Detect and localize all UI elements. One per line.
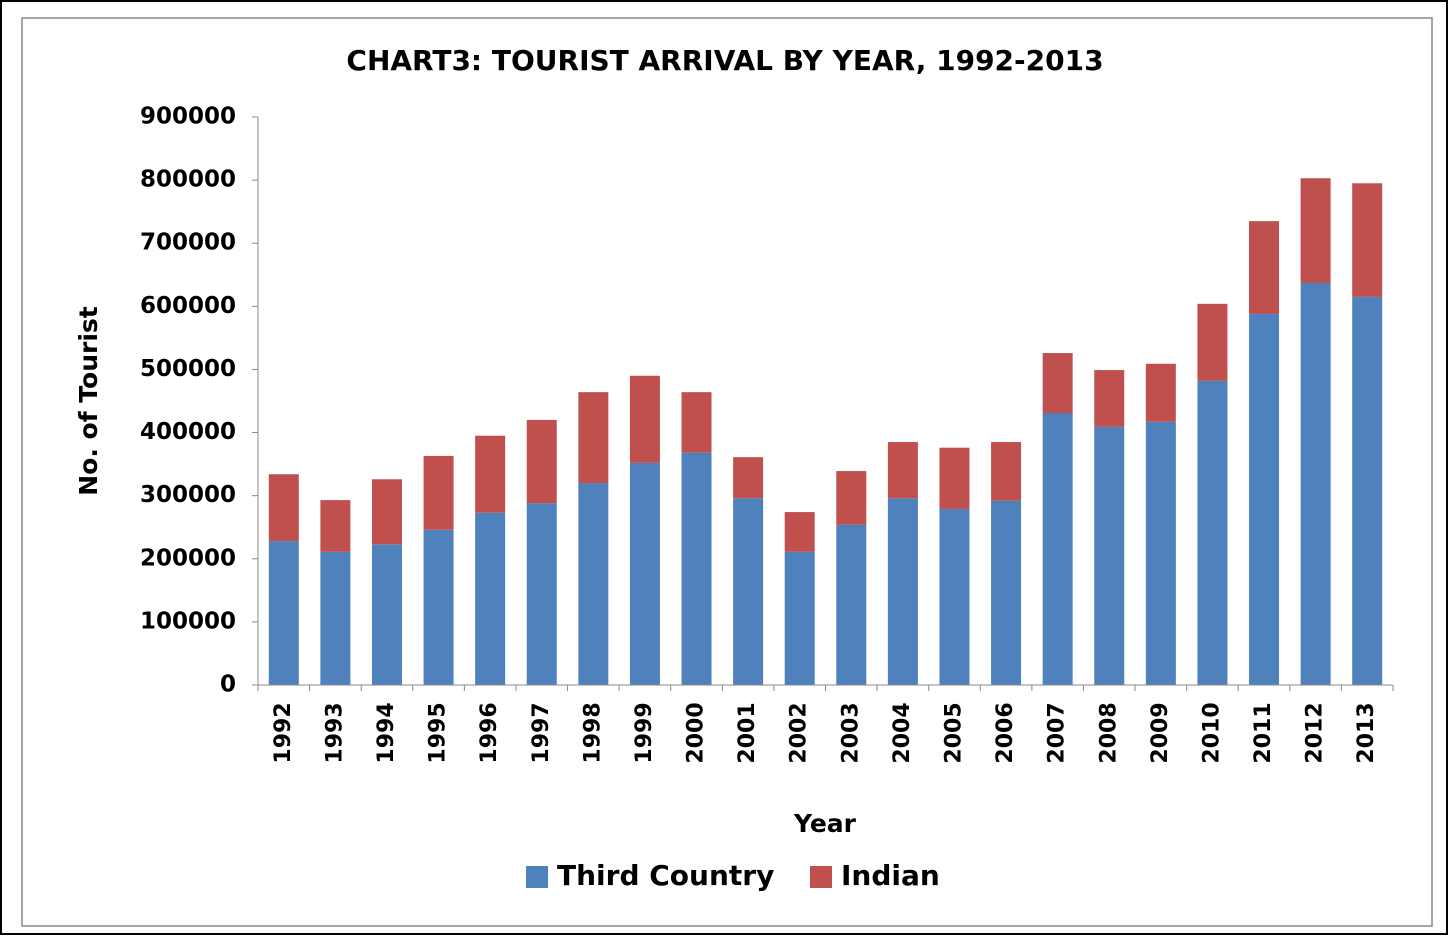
bar-segment xyxy=(733,457,764,499)
x-tick-label: 2002 xyxy=(787,702,812,763)
bar-segment xyxy=(1042,353,1073,413)
bar-segment xyxy=(939,508,970,685)
bar-segment xyxy=(887,498,918,685)
bar-segment xyxy=(1197,380,1228,685)
bar-segment xyxy=(681,392,712,453)
bar-segment xyxy=(1145,421,1176,685)
bar-segment xyxy=(371,479,402,545)
x-tick-label: 2006 xyxy=(993,702,1018,763)
y-tick-label: 600000 xyxy=(140,293,236,319)
bar-segment xyxy=(1145,363,1176,422)
chart-border xyxy=(21,17,1433,927)
bar-segment xyxy=(836,524,867,685)
x-tick-label: 2009 xyxy=(1148,702,1173,763)
legend: Third Country Indian xyxy=(526,859,940,892)
bar-segment xyxy=(629,462,660,685)
chart-title: CHART3: TOURIST ARRIVAL BY YEAR, 1992-20… xyxy=(346,44,1103,77)
bar-segment xyxy=(991,442,1022,501)
bar-segment xyxy=(475,512,506,685)
bar-segment xyxy=(1352,183,1383,297)
bar-segment xyxy=(423,529,454,685)
x-tick-label: 2008 xyxy=(1096,702,1121,763)
bar-segment xyxy=(526,503,557,685)
bar-segment xyxy=(1300,178,1331,283)
x-tick-label: 1999 xyxy=(632,702,657,763)
bar-segment xyxy=(887,442,918,499)
bar-segment xyxy=(939,447,970,509)
bar-segment xyxy=(268,541,299,685)
legend-swatch xyxy=(526,866,548,888)
y-tick-label: 800000 xyxy=(140,167,236,193)
bar-segment xyxy=(681,452,712,685)
bar-segment xyxy=(423,455,454,530)
bar-segment xyxy=(629,375,660,463)
x-tick-label: 1994 xyxy=(374,702,399,763)
bar-segment xyxy=(1094,370,1125,427)
x-tick-label: 1992 xyxy=(271,702,296,763)
x-tick-label: 2011 xyxy=(1251,702,1276,763)
bar-segment xyxy=(578,483,609,685)
x-tick-label: 2013 xyxy=(1354,702,1379,763)
y-tick-label: 0 xyxy=(220,672,236,698)
bar-segment xyxy=(320,551,351,685)
x-tick-label: 1995 xyxy=(426,702,451,763)
bar-segment xyxy=(1352,296,1383,685)
y-tick-label: 700000 xyxy=(140,230,236,256)
legend-label: Third Country xyxy=(557,859,774,892)
legend-swatch xyxy=(810,866,832,888)
bar-segment xyxy=(1249,221,1280,314)
bar-segment xyxy=(371,544,402,685)
bar-segment xyxy=(784,512,815,552)
bar-segment xyxy=(991,500,1022,685)
y-tick-label: 500000 xyxy=(140,356,236,382)
legend-label: Indian xyxy=(841,859,940,892)
y-tick-label: 900000 xyxy=(140,104,236,130)
x-tick-label: 2005 xyxy=(941,702,966,763)
bar-segment xyxy=(1197,303,1228,381)
bar-segment xyxy=(475,435,506,513)
x-tick-label: 2012 xyxy=(1303,702,1328,763)
x-tick-label: 2000 xyxy=(684,702,709,763)
bar-segment xyxy=(1094,426,1125,685)
bar-segment xyxy=(784,551,815,685)
bar-segment xyxy=(1042,412,1073,685)
bar-segment xyxy=(320,500,351,552)
y-tick-label: 400000 xyxy=(140,419,236,445)
bar-segment xyxy=(1300,282,1331,685)
x-tick-label: 2001 xyxy=(735,702,760,763)
y-tick-label: 200000 xyxy=(140,545,236,571)
x-tick-label: 1998 xyxy=(580,702,605,763)
bar-segment xyxy=(268,474,299,542)
x-tick-label: 1996 xyxy=(477,702,502,763)
x-tick-label: 2010 xyxy=(1199,702,1224,763)
bar-segment xyxy=(526,419,557,504)
x-tick-label: 2003 xyxy=(838,702,863,763)
x-tick-label: 1997 xyxy=(529,702,554,763)
bar-segment xyxy=(836,471,867,525)
bar-segment xyxy=(578,392,609,484)
x-tick-label: 2004 xyxy=(890,702,915,763)
bar-segment xyxy=(733,498,764,685)
bar-segment xyxy=(1249,313,1280,685)
x-tick-label: 1993 xyxy=(322,702,347,763)
y-axis-label: No. of Tourist xyxy=(74,306,103,496)
x-axis-label: Year xyxy=(793,809,857,838)
x-tick-label: 2007 xyxy=(1045,702,1070,763)
y-tick-label: 100000 xyxy=(140,608,236,634)
y-tick-label: 300000 xyxy=(140,482,236,508)
